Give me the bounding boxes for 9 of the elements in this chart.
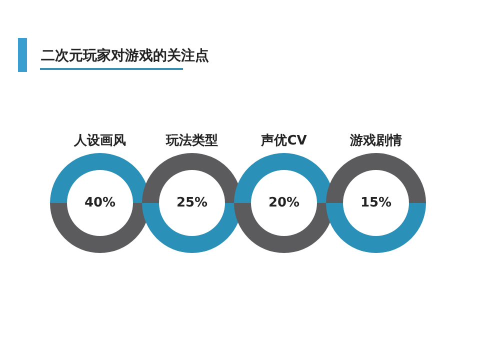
data-label: 25% xyxy=(176,196,208,210)
data-label: 20% xyxy=(268,196,300,210)
text: 二次元玩家对游戏的关注点 xyxy=(41,47,209,64)
category-label: 游戏剧情 xyxy=(349,134,402,148)
data-label: 40% xyxy=(84,196,116,210)
category-label: 声优CV xyxy=(260,134,307,148)
category-label: 人设画风 xyxy=(73,134,126,148)
category-label: 玩法类型 xyxy=(165,134,218,148)
data-label: 15% xyxy=(360,196,392,210)
